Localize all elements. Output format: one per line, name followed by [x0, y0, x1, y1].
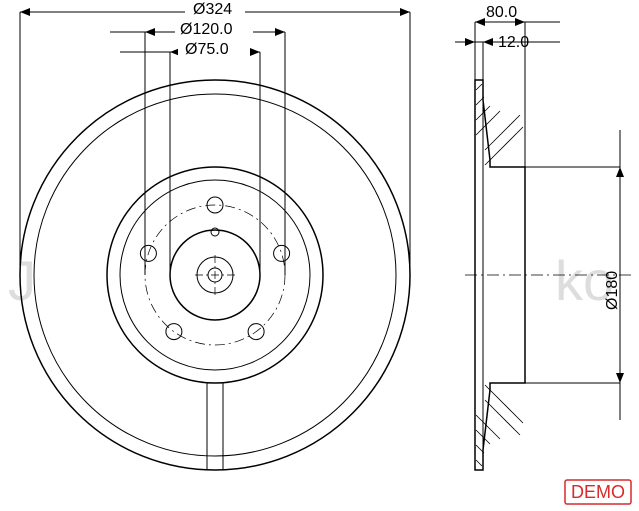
dim-w-total: 80.0	[486, 4, 517, 21]
demo-badge: DEMO	[565, 480, 631, 504]
dim-d-outer: Ø324	[193, 1, 232, 18]
dim-w-flange: 12.0	[498, 34, 529, 51]
dim-front-top: Ø324 Ø120.0 Ø75.0	[20, 0, 410, 275]
dim-d-pcd: Ø120.0	[180, 21, 233, 38]
demo-text: DEMO	[571, 482, 625, 502]
tech-drawing: J ko	[0, 0, 639, 511]
front-view	[20, 80, 410, 470]
dim-d-bore: Ø75.0	[185, 41, 229, 58]
dim-d-hub: Ø180	[604, 271, 621, 310]
vent-slot	[207, 383, 223, 470]
